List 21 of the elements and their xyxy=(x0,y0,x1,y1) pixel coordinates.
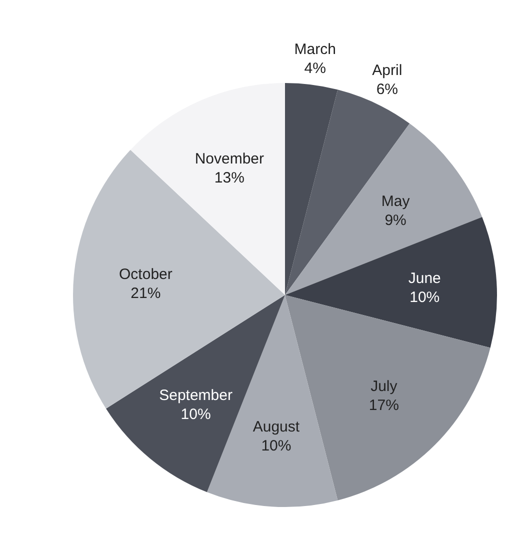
data-label: 10% xyxy=(180,406,211,423)
data-label: 13% xyxy=(214,170,244,187)
data-label: 6% xyxy=(376,80,398,98)
slice-label: June xyxy=(408,270,441,288)
pie-slice xyxy=(285,216,497,348)
slice-label: October xyxy=(119,266,172,283)
slice-label: April xyxy=(372,62,402,79)
data-label: 21% xyxy=(130,284,161,302)
slice-label: November xyxy=(194,150,264,168)
slice-label: May xyxy=(381,193,410,210)
data-label: 10% xyxy=(410,289,440,306)
slice-label: July xyxy=(370,378,398,395)
slice-label: August xyxy=(252,418,300,436)
data-label: 10% xyxy=(261,438,292,455)
slice-label: September xyxy=(159,386,233,404)
data-label: 9% xyxy=(384,212,406,230)
data-label: 17% xyxy=(368,396,399,414)
slice-label: March xyxy=(294,40,336,58)
pie-slice xyxy=(73,150,285,409)
pie-slice xyxy=(285,83,338,295)
data-label: 4% xyxy=(304,60,326,77)
